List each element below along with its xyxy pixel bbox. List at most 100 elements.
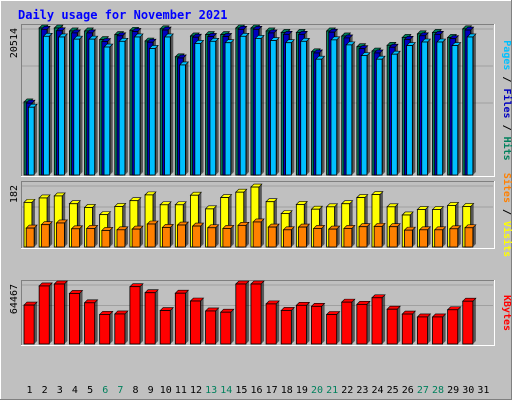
bar-pages-day-6 <box>103 43 114 176</box>
y-axis-max-label: 20514 <box>9 28 20 58</box>
x-tick-label-day-24: 24 <box>372 385 384 396</box>
bar-kbytes-day-2 <box>38 282 53 345</box>
x-tick-label-day-23: 23 <box>356 385 368 396</box>
bar-kbytes-day-16 <box>250 280 265 345</box>
x-tick-label-day-11: 11 <box>175 385 187 396</box>
side-label-part: / <box>501 119 512 137</box>
bar-sites-day-29 <box>449 225 462 248</box>
bar-kbytes-day-3 <box>53 280 69 345</box>
x-tick-label-day-5: 5 <box>87 385 93 396</box>
series-side-label: KBytes <box>501 295 512 331</box>
bar-sites-day-30 <box>464 224 477 248</box>
bar-sites-day-23 <box>358 223 371 248</box>
bar-pages-day-23 <box>360 52 371 176</box>
bar-sites-day-11 <box>176 221 190 248</box>
bar-pages-day-3 <box>57 33 69 176</box>
bar-kbytes-day-22 <box>340 298 356 345</box>
bar-pages-day-5 <box>88 35 99 176</box>
x-tick-label-day-2: 2 <box>42 385 48 396</box>
x-tick-label-day-18: 18 <box>281 385 293 396</box>
chart-panel-top: 20514 Pages / Files / Hits <box>9 24 512 177</box>
bar-sites-day-1 <box>25 224 38 248</box>
x-tick-label-day-15: 15 <box>235 385 247 396</box>
x-tick-label-day-3: 3 <box>57 385 63 396</box>
x-tick-label-day-13: 13 <box>205 385 217 396</box>
bar-kbytes-day-6 <box>98 311 114 345</box>
bar-kbytes-day-19 <box>295 301 311 345</box>
side-label-part: Sites <box>501 173 512 203</box>
x-tick-label-day-25: 25 <box>387 385 399 396</box>
side-label-part: / <box>501 70 512 88</box>
bar-pages-day-25 <box>390 50 401 176</box>
bar-pages-day-18 <box>284 39 296 176</box>
bar-pages-day-26 <box>405 42 417 176</box>
x-tick-label-day-1: 1 <box>27 385 33 396</box>
bar-sites-day-3 <box>55 219 69 248</box>
bar-kbytes-day-4 <box>68 290 84 345</box>
y-axis-max-label: 182 <box>9 185 20 203</box>
bar-sites-day-21 <box>328 225 341 248</box>
bar-sites-day-2 <box>40 221 53 248</box>
x-tick-label-day-19: 19 <box>296 385 308 396</box>
bar-pages-day-24 <box>375 55 386 176</box>
bar-sites-day-20 <box>312 225 326 248</box>
series-side-label: Sites / Visits <box>501 173 512 257</box>
bars-bottom <box>23 280 477 345</box>
bar-sites-day-17 <box>267 223 280 248</box>
bar-kbytes-day-23 <box>356 301 371 345</box>
chart-title: Daily usage for November 2021 <box>18 8 228 22</box>
series-side-label: Pages / Files / Hits <box>501 40 512 160</box>
side-label-part: Hits <box>501 137 512 161</box>
bar-kbytes-day-9 <box>144 289 159 345</box>
bar-sites-day-14 <box>222 225 235 248</box>
bar-sites-day-26 <box>403 226 417 248</box>
bar-pages-day-10 <box>163 33 175 176</box>
bar-sites-day-5 <box>85 225 99 248</box>
bar-kbytes-day-30 <box>462 297 477 345</box>
bar-pages-day-11 <box>178 61 190 176</box>
bar-kbytes-day-25 <box>386 305 401 345</box>
x-tick-label-day-17: 17 <box>266 385 278 396</box>
bar-kbytes-day-20 <box>310 303 326 345</box>
bars-middle <box>23 183 477 248</box>
x-tick-label-day-14: 14 <box>220 385 232 396</box>
bar-kbytes-day-18 <box>280 307 296 345</box>
bar-kbytes-day-14 <box>219 308 235 345</box>
bar-pages-day-14 <box>224 39 235 176</box>
bar-sites-day-13 <box>207 224 220 248</box>
x-tick-label-day-21: 21 <box>326 385 338 396</box>
x-tick-label-day-7: 7 <box>117 385 123 396</box>
bar-pages-day-22 <box>345 41 356 176</box>
bar-sites-day-15 <box>237 222 250 248</box>
x-tick-label-day-12: 12 <box>190 385 202 396</box>
bar-kbytes-day-13 <box>204 307 220 345</box>
bar-sites-day-27 <box>418 226 432 248</box>
bar-pages-day-20 <box>315 55 326 176</box>
x-tick-label-day-10: 10 <box>160 385 172 396</box>
bar-sites-day-12 <box>191 222 205 248</box>
bar-kbytes-day-24 <box>371 294 386 345</box>
x-tick-label-day-6: 6 <box>102 385 108 396</box>
side-label-part: Files <box>501 88 512 118</box>
x-tick-label-day-29: 29 <box>447 385 459 396</box>
bar-kbytes-day-5 <box>83 299 99 345</box>
side-label-part: Pages <box>501 40 512 70</box>
x-tick-label-day-8: 8 <box>132 385 138 396</box>
bar-pages-day-2 <box>42 32 53 176</box>
bar-sites-day-25 <box>388 223 401 248</box>
bar-pages-day-29 <box>451 42 462 176</box>
bar-sites-day-7 <box>116 226 129 248</box>
bar-kbytes-day-26 <box>401 310 417 345</box>
bar-kbytes-day-1 <box>23 301 38 345</box>
bar-pages-day-8 <box>133 33 144 176</box>
x-tick-label-day-27: 27 <box>417 385 429 396</box>
bar-sites-day-28 <box>433 226 447 248</box>
bars-top <box>23 24 477 176</box>
x-tick-label-day-26: 26 <box>402 385 414 396</box>
x-tick-label-day-22: 22 <box>341 385 353 396</box>
bar-kbytes-day-12 <box>189 297 205 345</box>
bar-pages-day-27 <box>421 38 432 176</box>
bar-pages-day-28 <box>436 38 447 176</box>
bar-pages-day-7 <box>118 37 129 176</box>
bar-sites-day-8 <box>131 225 144 248</box>
